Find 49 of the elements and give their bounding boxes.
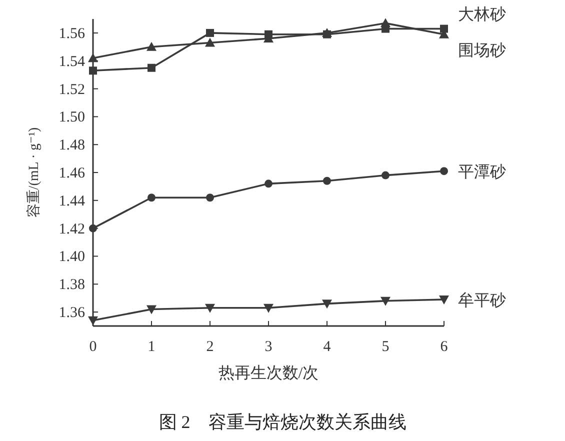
point (89, 66, 97, 75)
x-tick-label: 3 (264, 339, 272, 355)
point (323, 30, 331, 38)
x-tick-label: 6 (440, 339, 448, 355)
point (382, 24, 390, 33)
series-label: 牟平砂 (458, 291, 506, 310)
series-label: 平潭砂 (458, 163, 506, 182)
x-tick-label: 0 (89, 339, 97, 355)
point (88, 316, 98, 326)
point (148, 194, 156, 202)
y-tick-label: 1.40 (58, 249, 85, 266)
point (146, 305, 156, 314)
y-tick-label: 1.38 (58, 277, 85, 294)
x-tick-label: 2 (206, 339, 214, 355)
y-tick-label: 1.52 (58, 82, 85, 98)
y-tick-label: 1.36 (58, 305, 86, 322)
series-label: 大林砂 (458, 6, 506, 24)
y-tick-label: 1.46 (58, 166, 86, 182)
point (206, 194, 214, 202)
point (206, 28, 214, 37)
point (264, 30, 272, 38)
point (380, 296, 390, 306)
point (264, 180, 272, 188)
point (323, 176, 331, 185)
x-axis-title: 热再生次数/次 (218, 364, 319, 382)
point (205, 304, 215, 313)
point (148, 64, 156, 72)
y-axis-title: 容重/(mL · g⁻¹) (26, 126, 42, 218)
x-tick-label: 1 (148, 339, 156, 355)
y-tick-label: 1.50 (58, 110, 85, 126)
y-tick-label: 1.42 (58, 221, 85, 238)
point (264, 304, 274, 313)
point (146, 42, 156, 51)
series-label: 围场砂 (458, 42, 506, 60)
y-tick-label: 1.48 (58, 138, 85, 154)
point (440, 167, 448, 176)
text: 图 2 容重与焙烧次数关系曲线 (158, 412, 406, 432)
x-tick-label: 4 (323, 339, 332, 355)
y-tick-label: 1.44 (58, 193, 86, 210)
point (439, 295, 449, 304)
point (440, 24, 448, 33)
y-tick-label: 1.56 (58, 26, 86, 42)
point (322, 300, 332, 309)
point (205, 38, 215, 47)
point (88, 53, 98, 62)
x-tick-label: 5 (382, 339, 390, 355)
point (382, 171, 390, 180)
y-tick-label: 1.54 (58, 54, 86, 70)
point (89, 224, 97, 232)
